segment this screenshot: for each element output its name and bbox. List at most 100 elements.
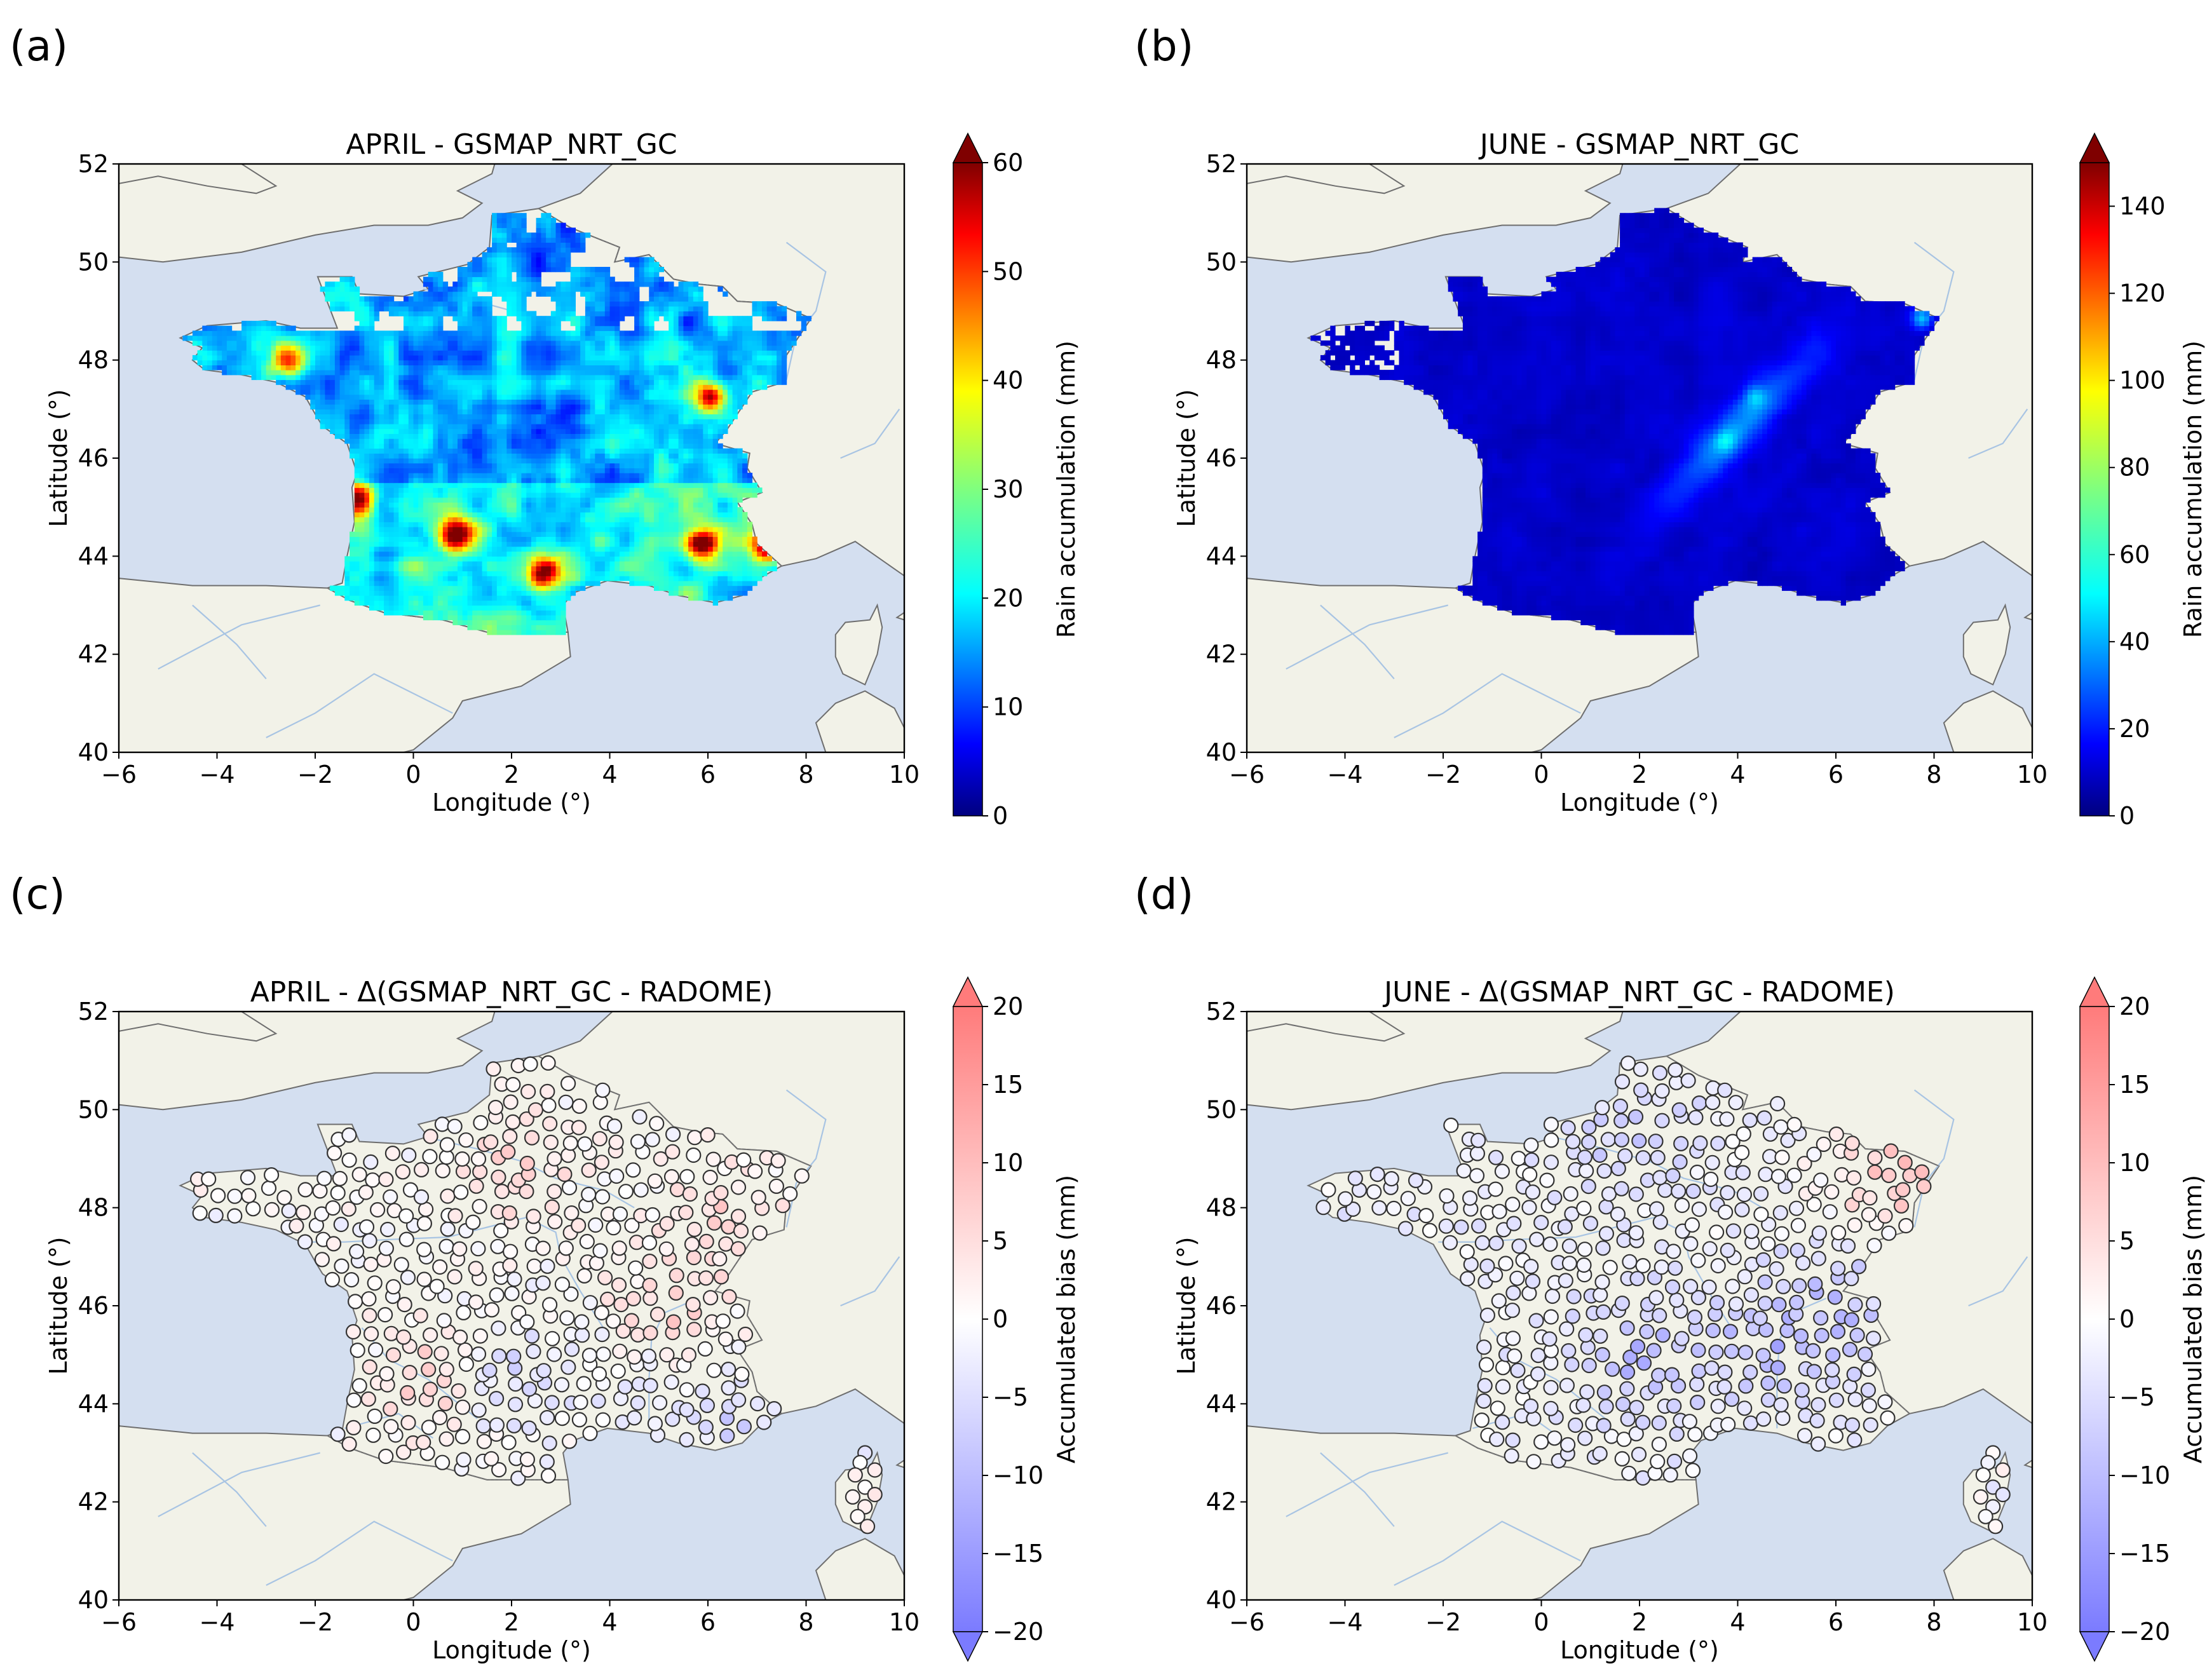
raster-cell bbox=[698, 335, 703, 341]
raster-cell bbox=[359, 448, 365, 454]
raster-cell bbox=[566, 502, 571, 508]
raster-cell bbox=[536, 419, 541, 424]
raster-cell bbox=[506, 448, 512, 454]
raster-cell bbox=[290, 379, 296, 385]
raster-cell bbox=[575, 384, 581, 390]
raster-cell bbox=[644, 522, 649, 527]
raster-cell bbox=[477, 477, 483, 484]
raster-cell bbox=[487, 620, 492, 625]
raster-cell bbox=[516, 556, 522, 562]
raster-cell bbox=[688, 428, 694, 434]
raster-cell bbox=[663, 492, 669, 498]
panel-label: (a) bbox=[10, 22, 68, 71]
raster-cell bbox=[550, 340, 557, 346]
raster-cell bbox=[688, 345, 694, 351]
raster-cell bbox=[669, 394, 674, 400]
raster-cell bbox=[442, 517, 449, 522]
raster-cell bbox=[482, 468, 487, 473]
raster-cell bbox=[566, 379, 571, 385]
raster-cell bbox=[354, 566, 360, 572]
raster-cell bbox=[447, 590, 453, 596]
raster-cell bbox=[536, 551, 541, 557]
raster-cell bbox=[404, 473, 409, 478]
raster-cell bbox=[501, 463, 507, 468]
raster-cell bbox=[526, 458, 532, 464]
raster-cell bbox=[398, 463, 404, 468]
raster-cell bbox=[404, 419, 409, 424]
raster-cell bbox=[678, 335, 684, 341]
raster-cell bbox=[452, 360, 458, 365]
raster-cell bbox=[501, 517, 507, 522]
raster-cell bbox=[404, 345, 409, 351]
raster-cell bbox=[369, 482, 375, 488]
raster-cell bbox=[438, 551, 444, 557]
raster-cell bbox=[408, 379, 414, 385]
raster-cell bbox=[757, 546, 763, 552]
raster-cell bbox=[369, 448, 375, 454]
raster-cell bbox=[717, 384, 723, 390]
raster-cell bbox=[580, 404, 586, 410]
raster-cell bbox=[669, 473, 674, 478]
raster-cell bbox=[531, 365, 537, 370]
raster-cell bbox=[359, 590, 365, 596]
raster-cell bbox=[521, 399, 527, 405]
raster-cell bbox=[629, 463, 635, 468]
raster-cell bbox=[512, 365, 517, 370]
raster-cell bbox=[732, 384, 738, 390]
raster-cell bbox=[388, 576, 395, 581]
raster-cell bbox=[428, 595, 433, 601]
raster-cell bbox=[595, 511, 601, 518]
raster-cell bbox=[541, 443, 547, 449]
raster-cell bbox=[374, 556, 379, 562]
raster-cell bbox=[703, 419, 709, 424]
raster-cell bbox=[452, 610, 458, 616]
raster-cell bbox=[404, 409, 409, 415]
raster-cell bbox=[649, 497, 655, 503]
raster-cell bbox=[384, 355, 390, 361]
raster-cell bbox=[404, 600, 409, 606]
raster-cell bbox=[663, 502, 669, 508]
raster-cell bbox=[546, 625, 552, 630]
raster-cell bbox=[428, 507, 433, 513]
raster-cell bbox=[261, 360, 267, 365]
raster-cell bbox=[438, 497, 444, 503]
raster-cell bbox=[737, 360, 743, 365]
raster-cell bbox=[673, 428, 679, 434]
raster-cell bbox=[458, 610, 463, 616]
raster-cell bbox=[241, 335, 247, 341]
raster-cell bbox=[629, 541, 635, 547]
raster-cell bbox=[236, 355, 242, 361]
raster-cell bbox=[757, 561, 763, 567]
raster-cell bbox=[531, 580, 537, 586]
raster-cell bbox=[747, 546, 753, 552]
raster-cell bbox=[354, 600, 360, 606]
raster-cell bbox=[442, 541, 449, 547]
raster-cell bbox=[393, 536, 399, 542]
raster-cell bbox=[398, 428, 404, 434]
raster-cell bbox=[354, 424, 360, 430]
raster-cell bbox=[649, 399, 655, 405]
raster-cell bbox=[742, 511, 748, 518]
raster-cell bbox=[609, 340, 615, 346]
raster-cell bbox=[590, 527, 595, 532]
raster-cell bbox=[320, 355, 325, 361]
raster-cell bbox=[447, 468, 453, 473]
raster-cell bbox=[575, 527, 581, 532]
raster-cell bbox=[388, 536, 395, 542]
raster-cell bbox=[615, 384, 620, 390]
raster-cell bbox=[433, 502, 438, 508]
raster-cell bbox=[202, 350, 208, 356]
raster-cell bbox=[393, 468, 399, 473]
raster-cell bbox=[693, 419, 699, 424]
raster-cell bbox=[501, 600, 507, 606]
raster-cell bbox=[555, 384, 561, 390]
raster-cell bbox=[649, 438, 655, 444]
raster-cell bbox=[492, 428, 498, 434]
raster-cell bbox=[698, 438, 703, 444]
raster-cell bbox=[447, 546, 453, 552]
raster-cell bbox=[663, 414, 669, 419]
raster-cell bbox=[629, 360, 635, 365]
raster-cell bbox=[496, 536, 503, 542]
raster-cell bbox=[487, 502, 492, 508]
raster-cell bbox=[654, 409, 660, 415]
